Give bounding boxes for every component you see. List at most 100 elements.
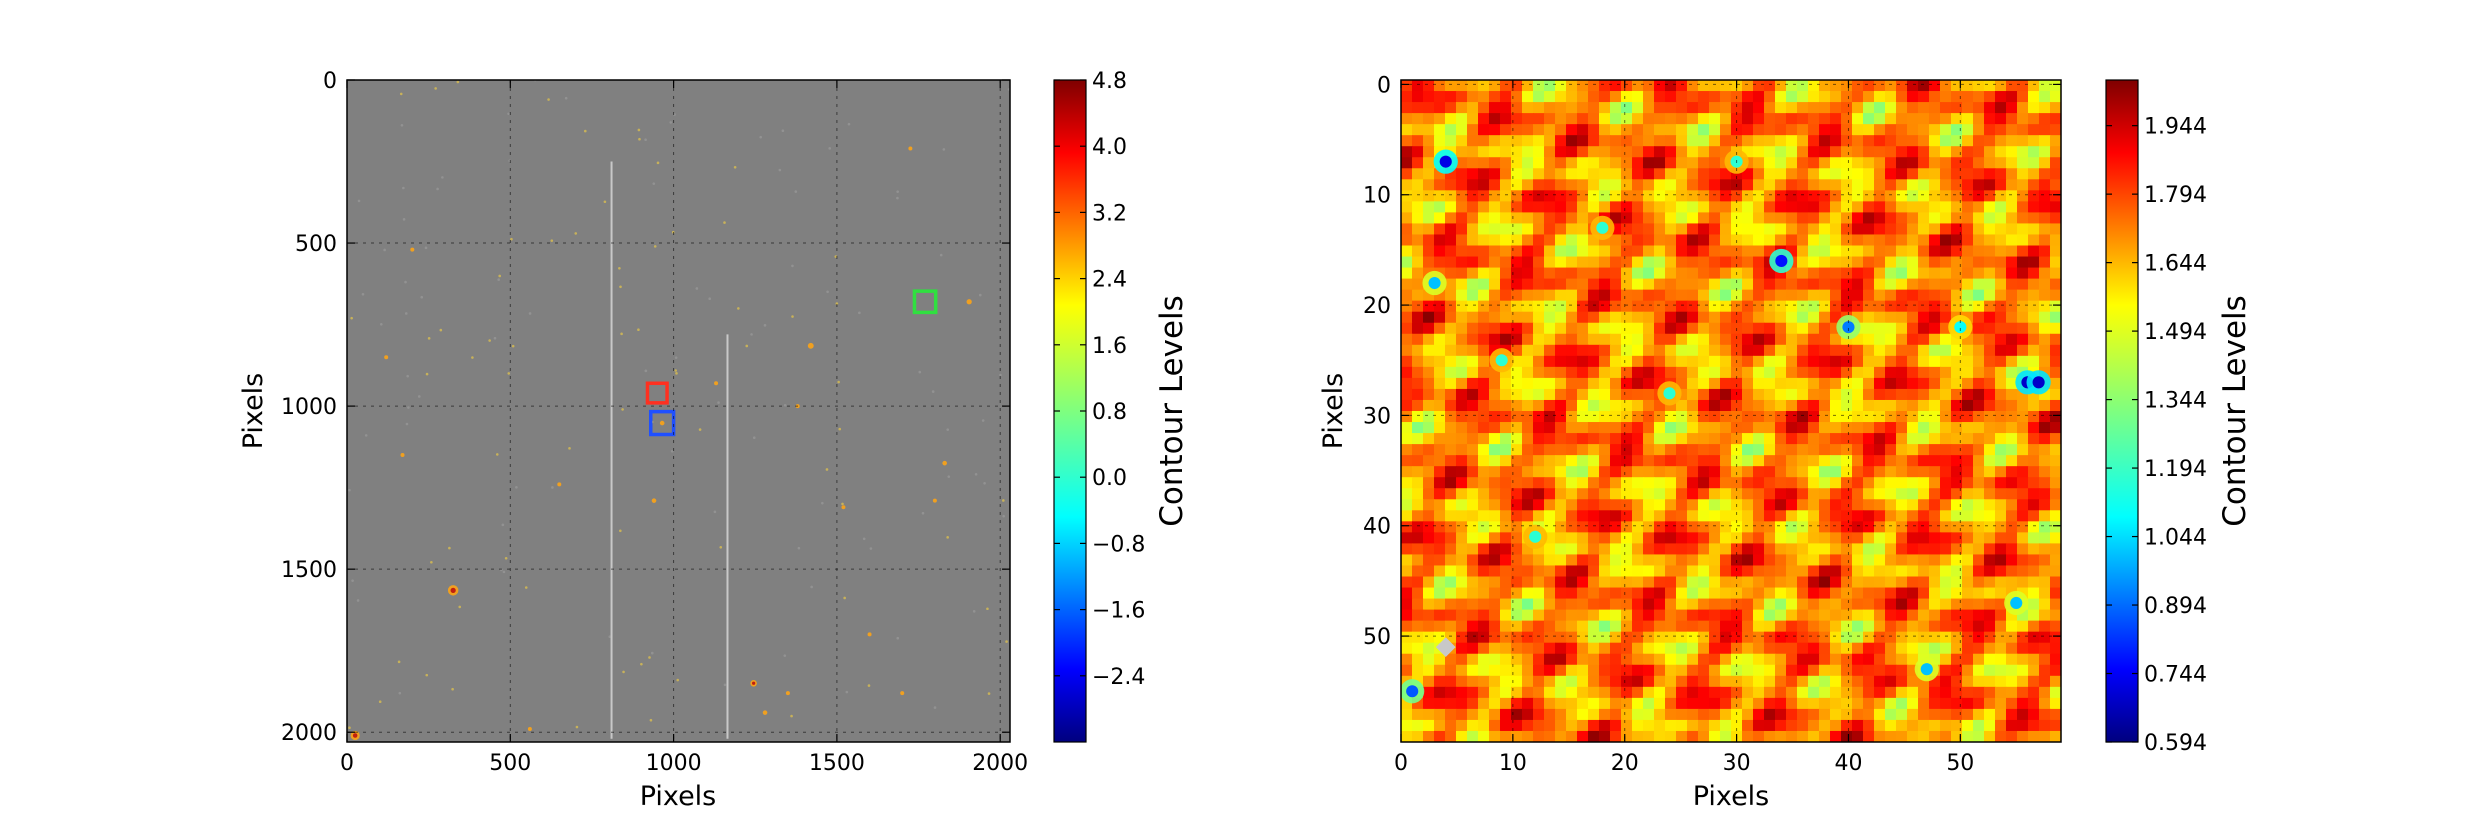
right-heatmap-cell bbox=[1654, 135, 1666, 147]
right-heatmap-cell bbox=[2039, 587, 2051, 600]
right-heatmap-cell bbox=[1852, 124, 1864, 136]
right-heatmap-cell bbox=[1907, 388, 1919, 401]
right-heatmap-cell bbox=[2006, 311, 2018, 324]
right-heatmap-cell bbox=[1434, 102, 1446, 114]
right-heatmap-cell bbox=[1808, 642, 1820, 655]
right-heatmap-cell bbox=[1753, 620, 1765, 633]
right-heatmap-cell bbox=[1984, 80, 1996, 92]
right-heatmap-cell bbox=[1995, 631, 2007, 644]
left-noise-speck bbox=[841, 502, 844, 506]
right-heatmap-cell bbox=[1885, 708, 1897, 721]
right-heatmap-cell bbox=[1489, 697, 1501, 710]
right-heatmap-cell bbox=[1654, 532, 1666, 544]
right-heatmap-cell bbox=[1533, 124, 1545, 136]
right-heatmap-cell bbox=[1863, 223, 1875, 236]
right-heatmap-cell bbox=[1533, 113, 1545, 125]
right-heatmap-cell bbox=[1764, 124, 1776, 136]
right-heatmap-cell bbox=[1522, 377, 1534, 390]
right-heatmap-cell bbox=[1621, 377, 1633, 390]
right-heatmap-cell bbox=[1412, 609, 1424, 622]
right-heatmap-cell bbox=[1896, 179, 1908, 191]
right-heatmap-cell bbox=[1676, 256, 1688, 269]
right-heatmap-cell bbox=[1918, 102, 1930, 114]
right-heatmap-cell bbox=[1709, 113, 1721, 125]
right-heatmap-cell bbox=[2028, 422, 2040, 434]
right-heatmap-cell bbox=[1511, 289, 1523, 302]
right-heatmap-cell bbox=[1709, 399, 1721, 412]
right-heatmap-cell bbox=[1401, 289, 1413, 302]
right-heatmap-cell bbox=[1445, 576, 1457, 589]
right-heatmap-cell bbox=[1687, 168, 1699, 180]
right-heatmap-cell bbox=[1720, 554, 1732, 567]
right-heatmap-cell bbox=[1588, 102, 1600, 114]
right-heatmap-cell bbox=[1423, 157, 1435, 169]
right-heatmap-cell bbox=[1610, 631, 1622, 644]
right-heatmap-cell bbox=[1951, 190, 1963, 202]
right-heatmap-cell bbox=[1665, 223, 1677, 236]
right-heatmap-cell bbox=[1665, 653, 1677, 666]
right-heatmap-cell bbox=[1687, 91, 1699, 103]
right-heatmap-cell bbox=[1995, 543, 2007, 556]
right-heatmap-cell bbox=[2050, 311, 2061, 324]
right-heatmap-cell bbox=[1720, 565, 1732, 578]
right-heatmap-cell bbox=[1841, 708, 1853, 721]
right-heatmap-cell bbox=[1676, 664, 1688, 677]
right-heatmap-cell bbox=[1434, 653, 1446, 666]
right-heatmap-cell bbox=[1808, 477, 1820, 489]
right-heatmap-cell bbox=[1632, 411, 1644, 423]
right-heatmap-cell bbox=[1984, 190, 1996, 202]
right-heatmap-cell bbox=[1808, 422, 1820, 434]
right-heatmap-cell bbox=[1819, 245, 1831, 258]
right-heatmap-cell bbox=[1819, 157, 1831, 169]
right-heatmap-cell bbox=[1797, 642, 1809, 655]
right-heatmap-cell bbox=[1753, 521, 1765, 533]
right-heatmap-cell bbox=[1643, 719, 1655, 732]
right-heatmap-cell bbox=[1973, 179, 1985, 191]
right-heatmap-cell bbox=[1555, 598, 1567, 611]
right-heatmap-cell bbox=[1533, 80, 1545, 92]
right-heatmap-cell bbox=[2006, 532, 2018, 544]
right-heatmap-cell bbox=[1753, 179, 1765, 191]
left-noise-speck bbox=[674, 356, 678, 359]
right-heatmap-cell bbox=[1764, 366, 1776, 379]
right-heatmap-cell bbox=[1940, 289, 1952, 302]
right-heatmap-cell bbox=[1797, 653, 1809, 666]
right-heatmap-cell bbox=[1709, 91, 1721, 103]
right-heatmap-cell bbox=[1786, 289, 1798, 302]
right-heatmap-cell bbox=[1940, 399, 1952, 412]
right-heatmap-cell bbox=[1819, 620, 1831, 633]
right-heatmap-cell bbox=[1401, 278, 1413, 291]
right-heatmap-cell bbox=[1566, 256, 1578, 269]
right-heatmap-cell bbox=[1995, 300, 2007, 313]
right-heatmap-cell bbox=[1478, 477, 1490, 489]
right-heatmap-cell bbox=[1423, 289, 1435, 302]
right-heatmap-cell bbox=[1687, 697, 1699, 710]
right-heatmap-cell bbox=[1962, 477, 1974, 489]
right-heatmap-cell bbox=[1709, 322, 1721, 335]
right-heatmap-cell bbox=[1522, 565, 1534, 578]
right-heatmap-cell bbox=[1742, 113, 1754, 125]
right-heatmap-cell bbox=[1478, 455, 1490, 467]
right-heatmap-cell bbox=[1907, 289, 1919, 302]
right-heatmap-cell bbox=[1786, 333, 1798, 346]
right-heatmap-cell bbox=[1951, 587, 1963, 600]
right-heatmap-cell bbox=[1764, 190, 1776, 202]
right-heatmap-cell bbox=[1412, 664, 1424, 677]
right-heatmap-cell bbox=[1610, 113, 1622, 125]
right-heatmap-cell bbox=[1610, 620, 1622, 633]
right-heatmap-cell bbox=[1852, 256, 1864, 269]
right-heatmap-cell bbox=[1621, 708, 1633, 721]
right-heatmap-cell bbox=[1874, 168, 1886, 180]
right-heatmap-cell bbox=[2028, 675, 2040, 688]
right-heatmap-cell bbox=[1819, 333, 1831, 346]
right-heatmap-cell bbox=[1984, 124, 1996, 136]
right-heatmap-cell bbox=[1533, 719, 1545, 732]
right-heatmap-cell bbox=[1731, 609, 1743, 622]
right-heatmap-cell bbox=[1445, 455, 1457, 467]
right-heatmap-cell bbox=[1599, 444, 1611, 456]
right-heatmap-cell bbox=[1830, 455, 1842, 467]
right-heatmap-cell bbox=[1797, 686, 1809, 699]
right-heatmap-cell bbox=[1401, 377, 1413, 390]
right-heatmap-cell bbox=[1918, 223, 1930, 236]
left-noise-speck bbox=[348, 488, 351, 492]
